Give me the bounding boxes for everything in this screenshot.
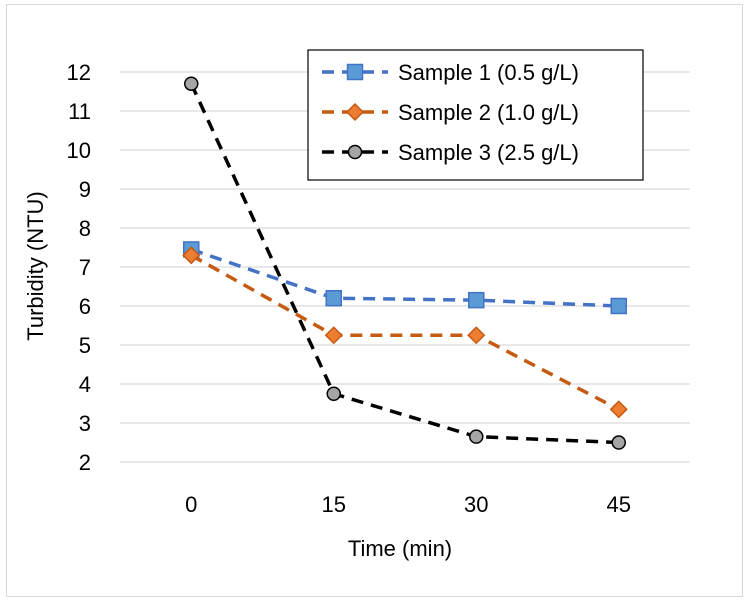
- y-tick-label: 3: [79, 411, 91, 436]
- x-axis-ticks: 0 15 30 45: [185, 492, 631, 517]
- y-tick-label: 6: [79, 294, 91, 319]
- x-axis-title: Time (min): [348, 536, 452, 561]
- data-point-marker: [325, 289, 342, 307]
- data-point-marker: [610, 297, 627, 315]
- y-axis-title: Turbidity (NTU): [23, 191, 48, 341]
- series-line: [190, 247, 619, 308]
- y-axis-ticks: 2 3 4 5 6 7 8 9 10 11 12: [67, 60, 91, 475]
- legend-swatch-marker: [347, 144, 363, 160]
- y-tick-label: 8: [79, 216, 91, 241]
- legend-label: Sample 3 (2.5 g/L): [398, 140, 579, 165]
- x-tick-label: 30: [464, 492, 488, 517]
- legend-swatch-marker: [346, 63, 364, 81]
- data-point-marker: [467, 326, 486, 345]
- data-point-marker: [469, 429, 484, 444]
- series-lines: [182, 76, 628, 450]
- data-point-marker: [609, 400, 628, 419]
- y-tick-label: 4: [79, 372, 91, 397]
- series-1: [183, 241, 627, 315]
- x-tick-label: 0: [185, 492, 197, 517]
- x-tick-label: 45: [607, 492, 631, 517]
- data-point-marker: [611, 435, 626, 450]
- y-tick-label: 7: [79, 255, 91, 280]
- legend-swatch-marker: [345, 102, 365, 122]
- x-tick-label: 15: [322, 492, 346, 517]
- series-line: [189, 82, 619, 445]
- series-2: [182, 246, 628, 419]
- series-line: [190, 253, 620, 411]
- y-tick-label: 9: [79, 177, 91, 202]
- y-tick-label: 12: [67, 60, 91, 85]
- y-tick-label: 2: [79, 450, 91, 475]
- y-tick-label: 11: [68, 99, 91, 124]
- legend-label: Sample 1 (0.5 g/L): [398, 60, 579, 85]
- legend-label: Sample 2 (1.0 g/L): [398, 100, 579, 125]
- data-point-marker: [184, 76, 199, 91]
- y-tick-label: 5: [79, 333, 91, 358]
- data-point-marker: [324, 326, 343, 345]
- data-point-marker: [182, 246, 201, 265]
- legend: Sample 1 (0.5 g/L) Sample 2 (1.0 g/L) Samp…: [307, 49, 644, 181]
- data-point-marker: [326, 386, 341, 401]
- data-point-marker: [468, 291, 485, 309]
- y-tick-label: 10: [67, 138, 91, 163]
- series-3: [184, 76, 626, 450]
